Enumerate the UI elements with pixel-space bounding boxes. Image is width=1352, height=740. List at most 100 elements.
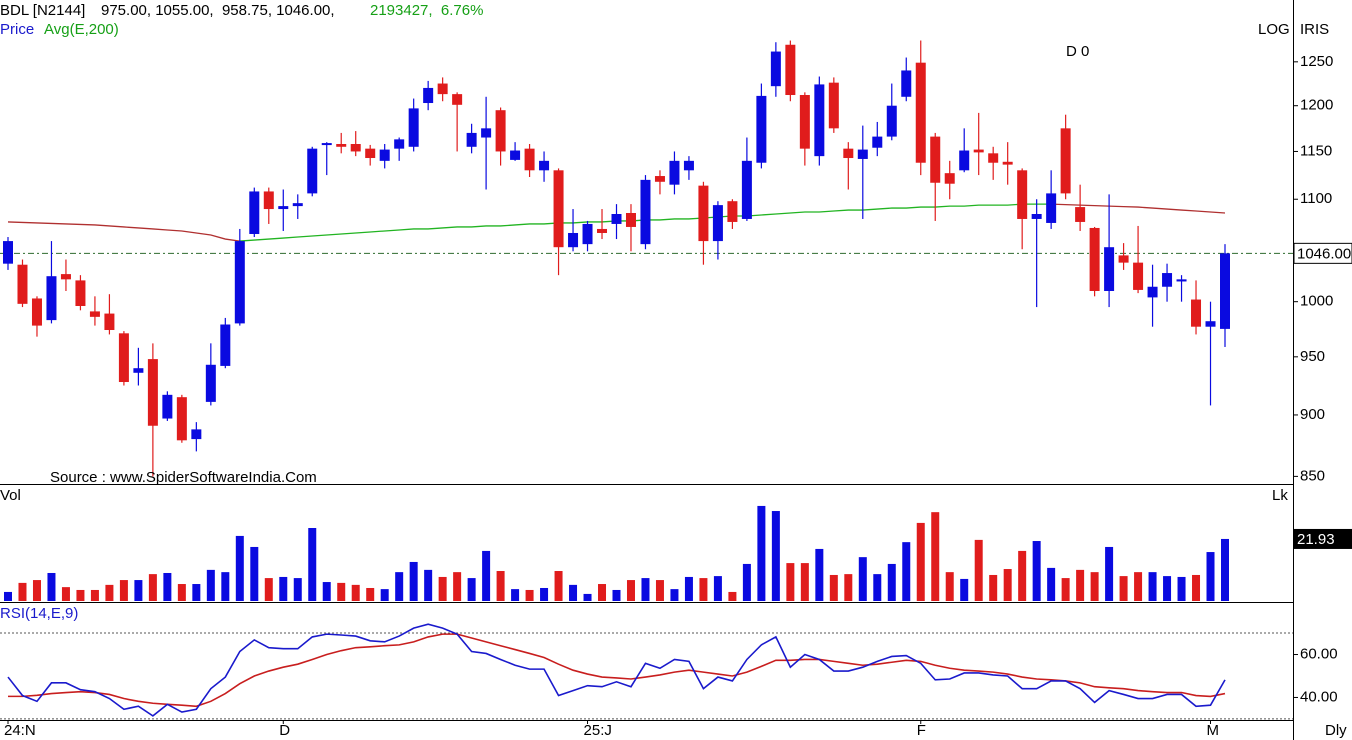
y-tick-label: 850: [1300, 467, 1325, 484]
candle-body: [263, 191, 274, 210]
candle-body: [452, 94, 463, 105]
volume-bar: [1105, 546, 1114, 601]
volume-label: Vol: [0, 487, 21, 504]
volume-bar: [148, 574, 157, 601]
x-tick-label: 24:N: [4, 722, 36, 739]
volume-bar: [395, 572, 404, 601]
volume-bar: [815, 548, 824, 601]
candle-body: [176, 397, 187, 441]
volume-bar: [989, 574, 998, 601]
volume-bar: [90, 589, 99, 601]
volume-bar: [569, 584, 578, 601]
volume-bar: [1047, 567, 1056, 601]
candle-body: [843, 148, 854, 159]
candle-body: [727, 201, 738, 222]
y-tick-label: 1250: [1300, 53, 1333, 70]
candle-body: [799, 95, 810, 149]
candle-body: [770, 51, 781, 87]
candle-body: [307, 148, 318, 194]
candle-body: [133, 368, 144, 373]
volume-bar: [757, 505, 766, 601]
y-tick-label: 1100: [1300, 190, 1332, 207]
volume-bar: [4, 591, 12, 601]
candle-body: [611, 213, 622, 224]
volume-bar: [192, 584, 201, 601]
candle-body: [17, 264, 28, 304]
volume-bar: [670, 589, 679, 601]
volume-bar: [902, 542, 911, 601]
x-tick-label: F: [917, 722, 926, 739]
candle-body: [220, 324, 231, 366]
candle-body: [292, 203, 303, 207]
volume-bar: [221, 572, 230, 601]
volume-bar: [467, 578, 476, 601]
candle-body: [785, 44, 796, 96]
candle-body: [901, 70, 912, 97]
candle-body: [350, 144, 361, 152]
volume-bar: [1206, 552, 1215, 601]
candle-body: [191, 429, 202, 440]
plot-area: [0, 40, 1293, 720]
candle-body: [60, 274, 71, 280]
candle-body: [423, 87, 434, 104]
volume-bar: [931, 512, 940, 601]
volume-bar: [844, 574, 853, 601]
candle-body: [915, 62, 926, 163]
candle-body: [466, 132, 477, 147]
candle-body: [1191, 299, 1202, 327]
candle-body: [524, 148, 535, 171]
volume-bar: [873, 574, 882, 601]
volume-bar: [308, 528, 317, 601]
candle-body: [669, 160, 680, 185]
candle-body: [1002, 161, 1013, 165]
average-line: [7, 221, 240, 242]
candle-body: [394, 139, 405, 149]
volume-unit: Lk: [1272, 487, 1288, 504]
candle-body: [234, 241, 245, 324]
rsi-line: [7, 623, 1226, 717]
volume-bar: [250, 546, 259, 601]
volume-bar: [1148, 572, 1157, 601]
candle-body: [756, 95, 767, 163]
y-tick-label: 1150: [1300, 142, 1332, 159]
volume-bar: [1018, 550, 1027, 601]
candle-body: [1089, 227, 1100, 291]
volume-bar: [771, 511, 780, 601]
volume-bar: [163, 572, 172, 601]
volume-bar: [540, 587, 549, 601]
volume-bar: [916, 522, 925, 601]
volume-bar: [453, 572, 462, 601]
volume-bar: [525, 589, 534, 601]
volume-bar: [206, 569, 215, 601]
candle-body: [1031, 213, 1042, 219]
volume-bar: [945, 572, 954, 601]
volume-bar: [47, 572, 56, 601]
volume-bar: [1134, 572, 1143, 601]
value-tag-box: [1294, 528, 1352, 549]
volume-bar: [76, 589, 85, 601]
volume-bar: [32, 580, 41, 601]
period: Dly: [1325, 722, 1347, 739]
x-tick-label: 25:J: [584, 722, 612, 739]
candle-body: [625, 213, 636, 227]
candle-body: [510, 150, 521, 160]
candle-body: [1162, 273, 1173, 287]
candle-body: [365, 148, 376, 159]
volume-bar: [351, 584, 360, 601]
y-tick-label: 1200: [1300, 97, 1333, 114]
candle-body: [988, 153, 999, 163]
volume-bar: [800, 563, 809, 601]
candle-body: [89, 311, 100, 317]
candle-body: [408, 108, 419, 147]
candle-body: [1220, 253, 1230, 329]
volume-bar: [887, 563, 896, 601]
volume-bar: [960, 578, 969, 601]
candle-body: [46, 276, 57, 321]
volume-bar: [974, 539, 983, 601]
candle-body: [495, 110, 506, 152]
volume-bar: [293, 578, 302, 601]
candle-body: [582, 223, 593, 245]
scale-label: LOG: [1258, 21, 1290, 38]
rsi-label: RSI(14,E,9): [0, 605, 78, 622]
